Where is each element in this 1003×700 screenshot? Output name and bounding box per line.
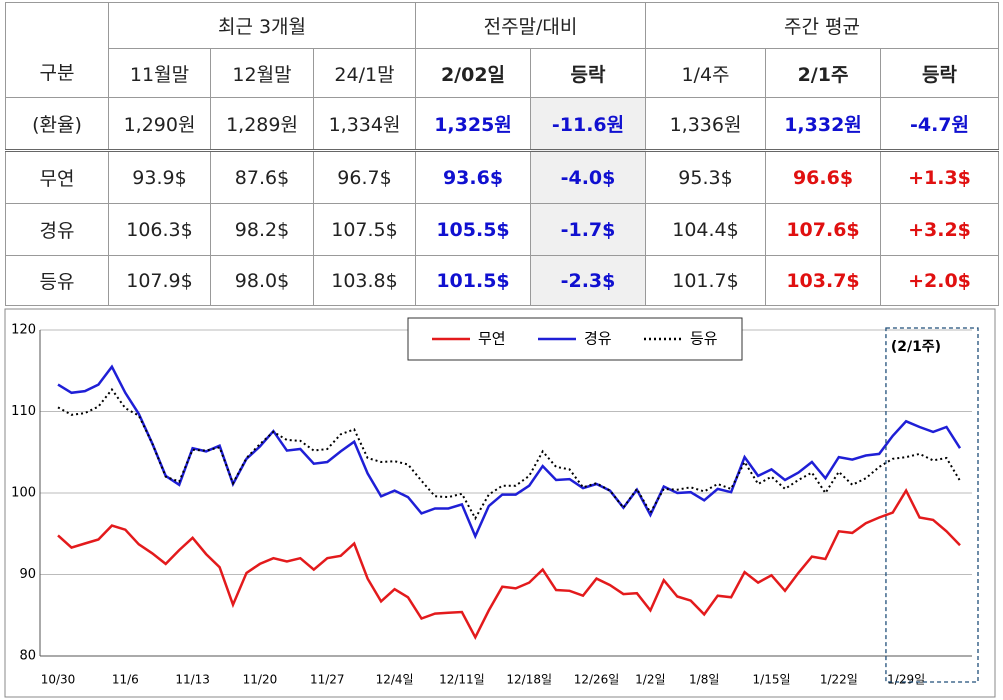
cell: 107.9$ <box>108 255 211 306</box>
header-cell: 11월말 <box>108 48 211 98</box>
y-tick-label: 100 <box>11 486 36 501</box>
cell: 98.2$ <box>210 203 314 256</box>
cell: 103.7$ <box>765 255 881 306</box>
x-tick-label: 11/6 <box>112 673 139 687</box>
data-row: 경유 106.3$ 98.2$ 107.5$ 105.5$ -1.7$ 104.4$ 107.… <box>5 203 999 256</box>
x-tick-label: 12/26일 <box>574 673 620 687</box>
cell: 95.3$ <box>645 149 766 204</box>
cell: +2.0$ <box>880 255 999 306</box>
row-label: 무연 <box>5 149 109 204</box>
cell: 101.7$ <box>645 255 766 306</box>
header-cell: 2/02일 <box>415 48 531 98</box>
chart-frame <box>4 308 996 698</box>
cell: -4.0$ <box>530 149 646 204</box>
cell: -1.7$ <box>530 203 646 256</box>
series-line <box>57 488 961 641</box>
header-row: 11월말 12월말 24/1말 2/02일 등락 1/4주 2/1주 등락 <box>6 48 999 98</box>
data-row: 등유 107.9$ 98.0$ 103.8$ 101.5$ -2.3$ 101.7$ 103.… <box>5 255 999 306</box>
highlight-box <box>885 327 979 683</box>
cell: 96.7$ <box>313 149 416 204</box>
x-tick-label: 12/18일 <box>506 673 552 687</box>
x-tick-label: 1/22일 <box>820 673 858 687</box>
header-row: 구분 최근 3개월 전주말/대비 주간 평균 <box>5 2 999 98</box>
series-line <box>57 387 961 521</box>
cell: -11.6원 <box>530 97 646 151</box>
y-tick-label: 110 <box>11 404 36 419</box>
cell: 1,325원 <box>415 97 531 151</box>
y-tick-label: 90 <box>19 567 36 582</box>
legend-label: 경유 <box>584 330 612 348</box>
cell: 93.6$ <box>415 149 531 204</box>
x-tick-label: 1/8일 <box>689 673 719 687</box>
cell: 96.6$ <box>765 149 881 204</box>
cell: -2.3$ <box>530 255 646 306</box>
cell: 107.5$ <box>313 203 416 256</box>
x-tick-label: 10/30 <box>41 673 76 687</box>
cell: 1,289원 <box>210 97 314 151</box>
cell: 1,290원 <box>108 97 211 151</box>
x-tick-label: 1/15일 <box>753 673 791 687</box>
row-label: 등유 <box>5 255 109 306</box>
cell: 107.6$ <box>765 203 881 256</box>
cell: +1.3$ <box>880 149 999 204</box>
x-tick-label: 1/2일 <box>635 673 665 687</box>
header-cell: 24/1말 <box>313 48 416 98</box>
data-row: (환율) 1,290원 1,289원 1,334원 1,325원 -11.6원 1,336원… <box>5 97 999 151</box>
x-tick-label: 11/20 <box>243 673 278 687</box>
header-cell: 등락 <box>880 48 999 98</box>
annotation: (2/1주) <box>891 339 941 355</box>
legend-label: 무연 <box>478 330 506 348</box>
header-cell: 1/4주 <box>645 48 766 98</box>
group-header: 전주말/대비 <box>415 2 646 49</box>
x-tick-label: 1/29일 <box>887 673 925 687</box>
cell: 93.9$ <box>108 149 211 204</box>
cell: 1,336원 <box>645 97 766 151</box>
cell: 103.8$ <box>313 255 416 306</box>
x-tick-label: 11/27 <box>310 673 345 687</box>
y-tick-label: 120 <box>11 323 36 338</box>
x-tick-label: 12/11일 <box>439 673 485 687</box>
header-cell: 12월말 <box>210 48 314 98</box>
x-tick-label: 12/4일 <box>376 673 414 687</box>
header-cell: 2/1주 <box>765 48 881 98</box>
data-row: 무연 93.9$ 87.6$ 96.7$ 93.6$ -4.0$ 95.3$ 96.6$ +1.… <box>5 149 999 204</box>
cell: 98.0$ <box>210 255 314 306</box>
group-header: 최근 3개월 <box>108 2 416 49</box>
row-label: 경유 <box>5 203 109 256</box>
header-cell: 등락 <box>530 48 646 98</box>
chart: 80 90 100 110 120 10/30 11/6 11/13 11/20 11/27 12/… <box>4 308 996 698</box>
cell: 101.5$ <box>415 255 531 306</box>
cell: +3.2$ <box>880 203 999 256</box>
cell: 87.6$ <box>210 149 314 204</box>
cell: 1,332원 <box>765 97 881 151</box>
y-tick-label: 80 <box>19 649 36 664</box>
x-tick-label: 11/13 <box>175 673 210 687</box>
cell: -4.7원 <box>880 97 999 151</box>
cell: 1,334원 <box>313 97 416 151</box>
group-header: 주간 평균 <box>645 2 999 49</box>
cell: 104.4$ <box>645 203 766 256</box>
cell: 105.5$ <box>415 203 531 256</box>
row-label: (환율) <box>5 97 109 151</box>
cell: 106.3$ <box>108 203 211 256</box>
price-table: 구분 최근 3개월 전주말/대비 주간 평균 11월말 12월말 24/1말 2/02일 등락 1… <box>5 2 999 306</box>
header-cell: 구분 <box>5 2 109 98</box>
legend-label: 등유 <box>690 330 718 348</box>
